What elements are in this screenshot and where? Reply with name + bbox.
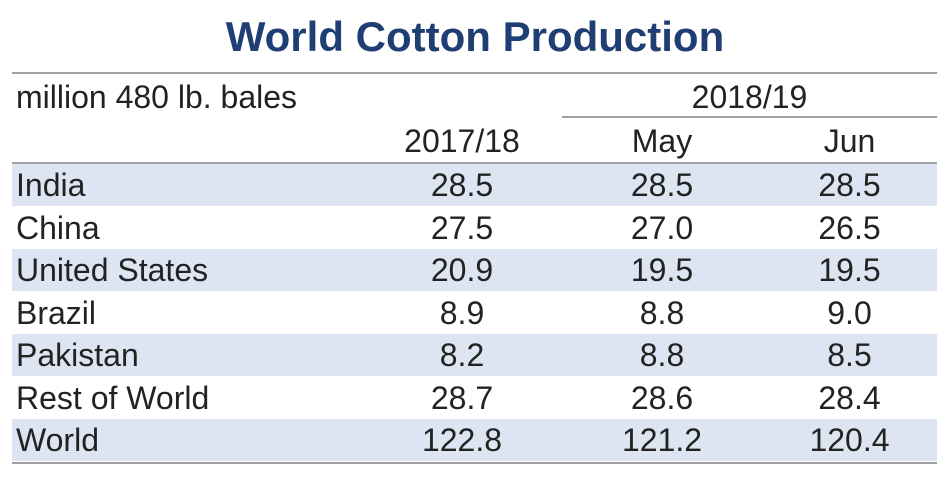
column-header-2017-18: 2017/18 — [404, 123, 520, 159]
row-label: United States — [16, 252, 209, 288]
row-label: Rest of World — [16, 379, 210, 416]
table-cell: 28.4 — [818, 379, 881, 416]
row-band — [12, 419, 937, 461]
table-cell: 121.2 — [621, 422, 703, 458]
unit-label: million 480 lb. bales — [16, 79, 298, 115]
table-cell: 8.8 — [639, 294, 685, 331]
table-cell: 27.5 — [430, 209, 494, 246]
table-cell: 26.5 — [818, 209, 881, 246]
chart-title: World Cotton Production — [225, 13, 725, 60]
table-cell: 122.8 — [421, 422, 503, 458]
table-cell: 28.5 — [630, 167, 694, 203]
header-bottom-rule — [12, 162, 937, 164]
row-label: Brazil — [16, 294, 97, 331]
table-cell: 120.4 — [809, 422, 890, 458]
table-cell: 9.0 — [827, 294, 872, 331]
table-cell: 28.5 — [818, 167, 881, 203]
table-cell: 8.8 — [639, 337, 685, 373]
table-cell: 19.5 — [630, 252, 694, 288]
table-cell: 8.2 — [439, 337, 485, 373]
row-band — [12, 249, 937, 291]
table-cell: 28.6 — [630, 379, 694, 416]
row-label: China — [16, 209, 100, 246]
top-rule — [12, 72, 937, 74]
column-header-jun: Jun — [823, 123, 876, 159]
table-cell: 19.5 — [818, 252, 881, 288]
table-cell: 20.9 — [430, 252, 494, 288]
bottom-rule — [12, 462, 937, 464]
row-label: World — [16, 422, 99, 458]
table-cell: 8.5 — [827, 337, 872, 373]
group-header: 2018/19 — [691, 79, 808, 115]
table-cell: 28.5 — [430, 167, 494, 203]
table-cell: 27.0 — [630, 209, 694, 246]
row-label: Pakistan — [16, 337, 139, 373]
table-cell: 8.9 — [439, 294, 485, 331]
column-header-may: May — [631, 123, 693, 159]
group-header-rule — [562, 116, 937, 118]
table-cell: 28.7 — [430, 379, 494, 416]
row-band — [12, 164, 937, 206]
row-band — [12, 334, 937, 376]
row-label: India — [16, 167, 86, 203]
